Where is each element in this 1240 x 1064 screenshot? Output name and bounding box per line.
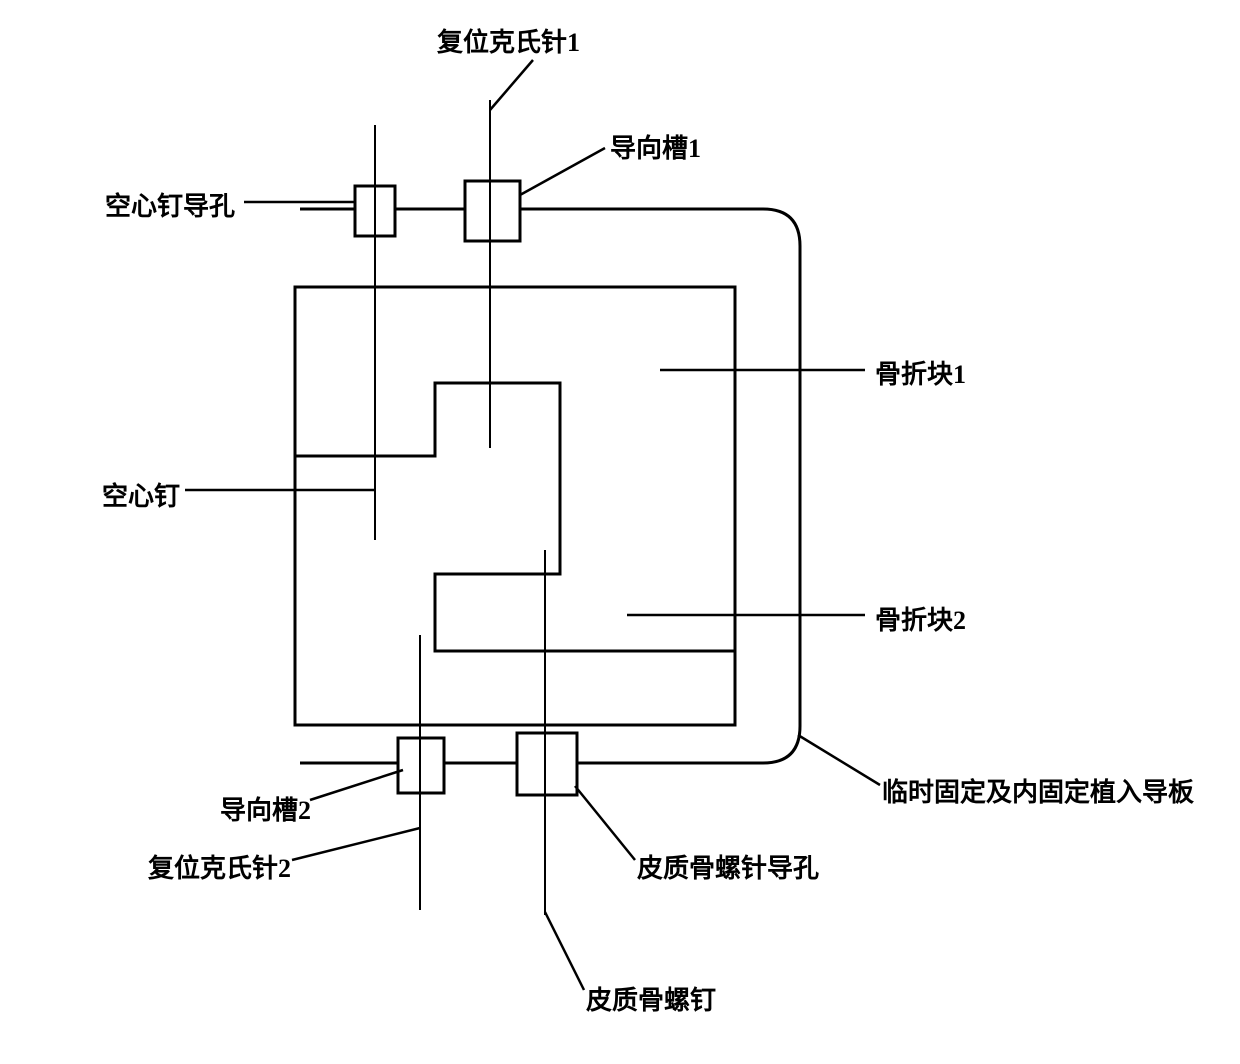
guide-plate-right xyxy=(763,209,800,763)
label-guideslot1: 导向槽1 xyxy=(610,128,701,165)
label-guideslot2: 导向槽2 xyxy=(220,790,311,827)
label-cortical: 皮质骨螺钉 xyxy=(586,980,716,1017)
label-kwire2: 复位克氏针2 xyxy=(148,848,291,885)
label-guideplate: 临时固定及内固定植入导板 xyxy=(882,772,1194,809)
label-cortical-hole: 皮质骨螺针导孔 xyxy=(637,848,819,885)
leader-guideslot2 xyxy=(310,770,403,800)
leader-cortical-hole xyxy=(575,786,635,860)
fracture-line xyxy=(295,383,735,651)
label-kwire1: 复位克氏针1 xyxy=(437,22,580,59)
leader-kwire1 xyxy=(490,60,533,110)
leader-guideslot1 xyxy=(520,148,605,195)
leader-guideplate xyxy=(798,735,880,785)
leader-cortical xyxy=(545,912,584,990)
diagram-root: 复位克氏针1 导向槽1 空心钉导孔 骨折块1 空心钉 骨折块2 临时固定及内固定… xyxy=(0,0,1240,1059)
main-block xyxy=(295,287,735,725)
label-fb2: 骨折块2 xyxy=(875,600,966,637)
leader-kwire2 xyxy=(292,828,420,860)
label-hollownail: 空心钉 xyxy=(102,476,180,513)
guide-slot-1-box xyxy=(465,181,520,241)
label-hollownailhole: 空心钉导孔 xyxy=(105,186,235,223)
label-fb1: 骨折块1 xyxy=(875,354,966,391)
cortical-screw-hole-box xyxy=(517,733,577,795)
